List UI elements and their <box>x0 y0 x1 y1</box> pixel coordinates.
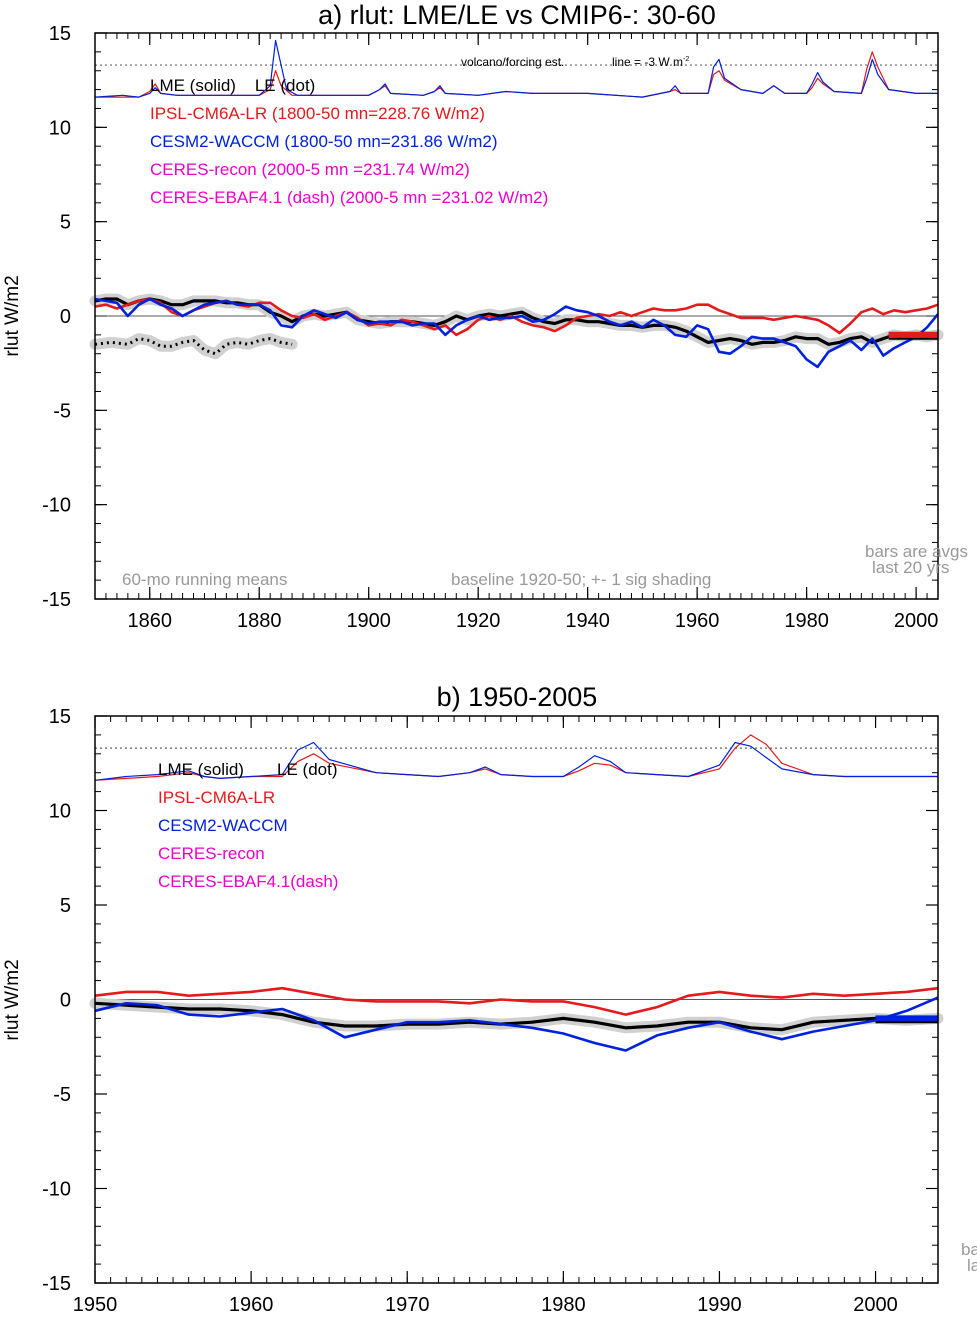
panel-a-ylabel: rlut W/m2 <box>2 275 23 356</box>
y-tick-label: 5 <box>60 212 71 234</box>
y-tick-label: -5 <box>53 400 71 422</box>
panel-b-ylabel: rlut W/m2 <box>2 959 23 1040</box>
x-tick-label: 1990 <box>697 1294 742 1316</box>
panel-a-bars-note-1: bars are avgs <box>865 542 968 561</box>
panel-a-bars-note-2: last 20 yrs <box>872 558 949 577</box>
panel-a: a) rlut: LME/LE vs CMIP6-: 30-60 rlut W/… <box>2 0 968 632</box>
legend-b-ebaf: CERES-EBAF4.1(dash) <box>158 872 338 891</box>
y-tick-label: 10 <box>49 801 71 823</box>
y-tick-label: 0 <box>60 306 71 328</box>
x-tick-label: 1940 <box>565 610 610 632</box>
y-tick-label: -10 <box>42 495 71 517</box>
legend-a-ceres: CERES-recon (2000-5 mn =231.74 W/m2) <box>150 160 470 179</box>
x-tick-label: 1970 <box>385 1294 430 1316</box>
y-tick-label: 15 <box>49 23 71 45</box>
y-tick-label: -5 <box>53 1084 71 1106</box>
panel-b-bars-note-1: ba <box>961 1240 977 1259</box>
x-tick-label: 1980 <box>784 610 829 632</box>
y-tick-label: -10 <box>42 1179 71 1201</box>
forcing-line-cesm2-waccm <box>94 39 938 98</box>
panel-b-title: b) 1950-2005 <box>437 682 598 712</box>
panel-a-plot: 1860 1880 1900 1920 1940 1960 1980 2000 15 10 5 0 -5… <box>42 23 944 632</box>
panel-b-bars-note-2: la <box>967 1256 977 1275</box>
plot-frame <box>94 715 939 1284</box>
y-tick-label: 10 <box>49 117 71 139</box>
x-tick-label: 1880 <box>237 610 282 632</box>
x-tick-label: 1960 <box>229 1294 274 1316</box>
y-tick-label: 5 <box>60 895 71 917</box>
legend-b-cesm: CESM2-WACCM <box>158 816 288 835</box>
x-tick-label: 1920 <box>456 610 501 632</box>
y-tick-label: -15 <box>42 1273 71 1295</box>
panel-b-plot: 1950 1960 1970 1980 1990 2000 15 10 5 0 -5 -10 -15 <box>42 706 944 1316</box>
series-line-cesm2-waccm <box>94 996 939 1052</box>
legend-a-ipsl: IPSL-CM6A-LR (1800-50 mn=228.76 W/m2) <box>150 104 485 123</box>
panel-a-line-note-text: line = -3 W m <box>612 55 683 69</box>
x-tick-label: 1980 <box>541 1294 586 1316</box>
x-tick-label: 1900 <box>346 610 391 632</box>
panel-a-title: a) rlut: LME/LE vs CMIP6-: 30-60 <box>318 0 716 30</box>
legend-a-cesm: CESM2-WACCM (1800-50 mn=231.86 W/m2) <box>150 132 498 151</box>
series-line-cesm2-waccm <box>94 297 940 369</box>
legend-a-lme-le: LME (solid) LE (dot) <box>150 76 315 95</box>
x-tick-label: 2000 <box>853 1294 898 1316</box>
plot-frame <box>94 32 939 600</box>
x-tick-label: 1860 <box>127 610 172 632</box>
panel-a-volcano-note: volcano/forcing est. <box>461 55 564 69</box>
legend-b-lme-le: LME (solid) LE (dot) <box>158 760 338 779</box>
panel-a-line-note: line = -3 W m-2 <box>612 55 689 69</box>
x-tick-label: 1950 <box>73 1294 118 1316</box>
panel-a-running-means: 60-mo running means <box>122 570 287 589</box>
panel-b: b) 1950-2005 rlut W/m2 1950 1960 1970 1980 1… <box>2 682 977 1316</box>
legend-b-ipsl: IPSL-CM6A-LR <box>158 788 275 807</box>
series-line-lme <box>94 1001 939 1032</box>
series-line-ipsl-cm6a-lr <box>94 986 939 1016</box>
series-line-le <box>94 337 293 356</box>
legend-b-ceres: CERES-recon <box>158 844 265 863</box>
y-tick-label: 0 <box>60 990 71 1012</box>
y-tick-label: 15 <box>49 706 71 728</box>
forcing-line-cesm2-waccm <box>94 741 938 781</box>
panel-a-baseline-note: baseline 1920-50; +- 1 sig shading <box>451 570 711 589</box>
panel-a-line-note-sup: -2 <box>683 56 689 63</box>
x-tick-label: 1960 <box>675 610 720 632</box>
y-tick-label: -15 <box>42 589 71 611</box>
x-tick-label: 2000 <box>894 610 939 632</box>
legend-a-ebaf: CERES-EBAF4.1 (dash) (2000-5 mn =231.02 … <box>150 188 548 207</box>
